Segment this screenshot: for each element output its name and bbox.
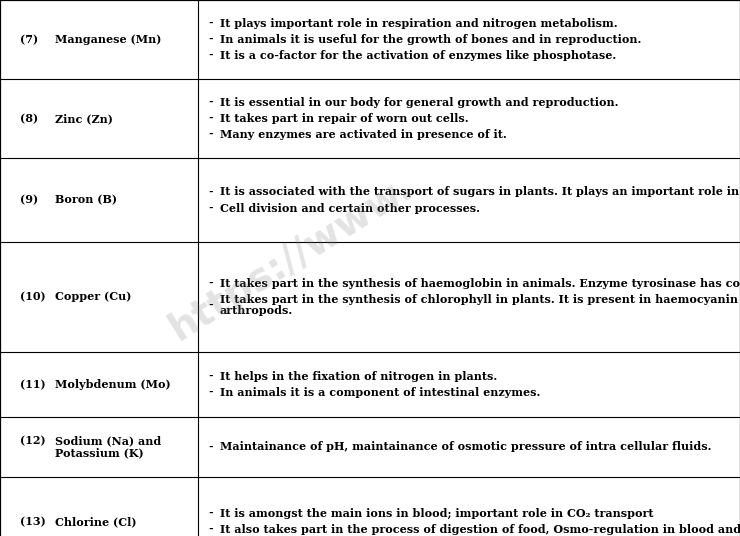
Text: It takes part in the synthesis of haemoglobin in animals. Enzyme tyrosinase has : It takes part in the synthesis of haemog… — [220, 278, 740, 288]
Text: Potassium (K): Potassium (K) — [55, 448, 144, 458]
Text: It takes part in repair of worn out cells.: It takes part in repair of worn out cell… — [220, 113, 468, 124]
Text: (13): (13) — [20, 516, 46, 527]
Text: arthropods.: arthropods. — [220, 306, 293, 316]
Text: -: - — [208, 371, 212, 382]
Text: -: - — [208, 97, 212, 108]
Text: Chlorine (Cl): Chlorine (Cl) — [55, 516, 136, 527]
Text: It plays important role in respiration and nitrogen metabolism.: It plays important role in respiration a… — [220, 18, 618, 29]
Text: -: - — [208, 524, 212, 535]
Text: It helps in the fixation of nitrogen in plants.: It helps in the fixation of nitrogen in … — [220, 371, 497, 382]
Text: Cell division and certain other processes.: Cell division and certain other processe… — [220, 203, 480, 214]
Text: -: - — [208, 187, 212, 197]
Text: -: - — [208, 50, 212, 61]
Text: Sodium (Na) and: Sodium (Na) and — [55, 436, 161, 446]
Text: (9): (9) — [20, 195, 38, 205]
Text: -: - — [208, 34, 212, 45]
Text: -: - — [208, 18, 212, 29]
Text: Molybdenum (Mo): Molybdenum (Mo) — [55, 379, 171, 390]
Text: Maintainance of pH, maintainance of osmotic pressure of intra cellular fluids.: Maintainance of pH, maintainance of osmo… — [220, 442, 711, 452]
Text: In animals it is a component of intestinal enzymes.: In animals it is a component of intestin… — [220, 387, 540, 398]
Text: It also takes part in the process of digestion of food, Osmo-regulation in blood: It also takes part in the process of dig… — [220, 524, 740, 535]
Text: Many enzymes are activated in presence of it.: Many enzymes are activated in presence o… — [220, 129, 507, 140]
Text: (8): (8) — [20, 113, 38, 124]
Text: It is essential in our body for general growth and reproduction.: It is essential in our body for general … — [220, 97, 619, 108]
Text: -: - — [208, 387, 212, 398]
Text: Zinc (Zn): Zinc (Zn) — [55, 113, 113, 124]
Text: It is a co-factor for the activation of enzymes like phosphotase.: It is a co-factor for the activation of … — [220, 50, 616, 61]
Text: (11): (11) — [20, 379, 46, 390]
Text: It is amongst the main ions in blood; important role in CO₂ transport: It is amongst the main ions in blood; im… — [220, 508, 653, 519]
Text: -: - — [208, 442, 212, 452]
Text: Manganese (Mn): Manganese (Mn) — [55, 34, 161, 45]
Text: Copper (Cu): Copper (Cu) — [55, 292, 132, 302]
Text: -: - — [208, 113, 212, 124]
Text: https://www.: https://www. — [163, 167, 420, 347]
Text: -: - — [208, 129, 212, 140]
Text: In animals it is useful for the growth of bones and in reproduction.: In animals it is useful for the growth o… — [220, 34, 642, 45]
Text: It takes part in the synthesis of chlorophyll in plants. It is present in haemoc: It takes part in the synthesis of chloro… — [220, 294, 740, 305]
Text: (10): (10) — [20, 292, 46, 302]
Text: -: - — [208, 300, 212, 311]
Text: -: - — [208, 203, 212, 214]
Text: -: - — [208, 508, 212, 519]
Text: -: - — [208, 278, 212, 288]
Text: It is associated with the transport of sugars in plants. It plays an important r: It is associated with the transport of s… — [220, 187, 740, 197]
Text: (12): (12) — [20, 436, 46, 446]
Text: Boron (B): Boron (B) — [55, 195, 117, 205]
Text: (7): (7) — [20, 34, 38, 45]
